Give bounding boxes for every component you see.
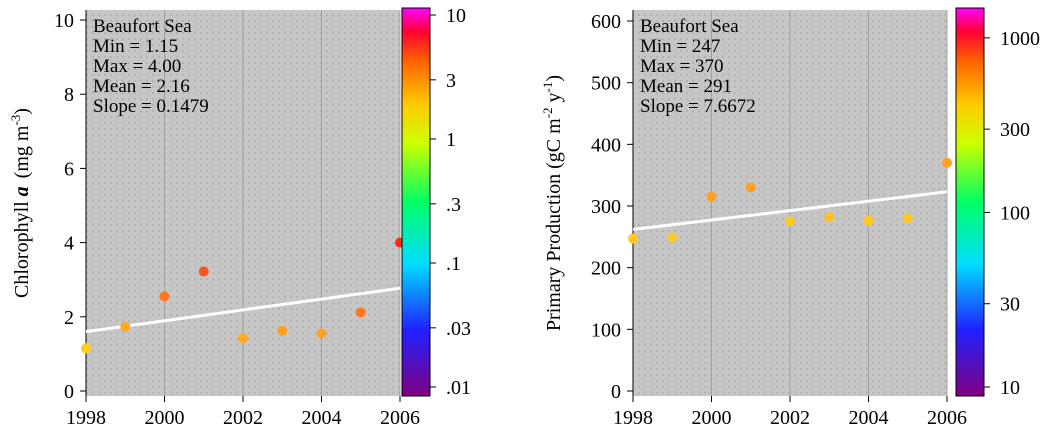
y-tick-label: 200 bbox=[591, 258, 621, 280]
primary-production-chart: 0 100 200 300 400 500 600 1998 2000 2002 2004 2006… bbox=[540, 8, 1040, 429]
y-axis-label-2: Primary Production (gC m-2 y-1) bbox=[540, 75, 565, 331]
data-point bbox=[120, 322, 130, 332]
stat-min-1: Min = 1.15 bbox=[93, 36, 178, 57]
data-point bbox=[707, 192, 717, 202]
data-point bbox=[199, 267, 209, 277]
data-point bbox=[903, 213, 913, 223]
colorbar-tick-label: 10 bbox=[1000, 377, 1020, 399]
x-tick-label: 2004 bbox=[849, 407, 889, 429]
colorbar-tick-label: 300 bbox=[1000, 119, 1030, 141]
colorbar-ticks-1: 10 3 1 .3 .1 .03 .01 bbox=[430, 5, 471, 399]
data-point bbox=[277, 326, 287, 336]
x-tick-label: 2000 bbox=[145, 407, 185, 429]
stat-mean-1: Mean = 2.16 bbox=[93, 76, 190, 97]
data-point bbox=[160, 291, 170, 301]
data-point bbox=[317, 328, 327, 338]
colorbar-tick-label: 1000 bbox=[1000, 28, 1040, 50]
colorbar-tick-label: .3 bbox=[446, 194, 461, 216]
data-point bbox=[81, 343, 91, 353]
region-label-2: Beaufort Sea bbox=[640, 16, 739, 37]
y-tick-label: 8 bbox=[64, 84, 74, 106]
x-ticks-1: 1998 2000 2002 2004 2006 bbox=[66, 396, 420, 429]
data-point bbox=[628, 234, 638, 244]
colorbar-ticks-2: 1000 300 100 30 10 bbox=[984, 28, 1040, 399]
colorbar-tick-label: .1 bbox=[446, 253, 461, 275]
colorbar-tick-label: 3 bbox=[446, 70, 456, 92]
colorbar-tick-label: 100 bbox=[1000, 202, 1030, 224]
colorbar-tick-label: 10 bbox=[446, 5, 466, 27]
x-tick-label: 2000 bbox=[692, 407, 732, 429]
y-ticks-1: 0 2 4 6 8 10 bbox=[54, 10, 86, 403]
data-point bbox=[864, 216, 874, 226]
y-ticks-2: 0 100 200 300 400 500 600 bbox=[591, 11, 633, 403]
y-tick-label: 600 bbox=[591, 11, 621, 33]
stat-max-2: Max = 370 bbox=[640, 56, 724, 77]
data-point bbox=[746, 183, 756, 193]
y-tick-label: 2 bbox=[64, 307, 74, 329]
data-point bbox=[238, 333, 248, 343]
x-tick-label: 2006 bbox=[927, 407, 967, 429]
x-tick-label: 1998 bbox=[613, 407, 653, 429]
y-tick-label: 0 bbox=[611, 381, 621, 403]
x-tick-label: 2002 bbox=[770, 407, 810, 429]
y-axis-label-1: Chlorophyll a(mg m-3) bbox=[8, 108, 33, 298]
stat-mean-2: Mean = 291 bbox=[640, 76, 732, 97]
colorbar-tick-label: .03 bbox=[446, 318, 471, 340]
x-tick-label: 2004 bbox=[302, 407, 342, 429]
data-point bbox=[824, 212, 834, 222]
y-tick-label: 300 bbox=[591, 196, 621, 218]
region-label-1: Beaufort Sea bbox=[93, 16, 192, 37]
x-tick-label: 1998 bbox=[66, 407, 106, 429]
y-tick-label: 6 bbox=[64, 158, 74, 180]
colorbar-1 bbox=[402, 8, 430, 396]
stat-max-1: Max = 4.00 bbox=[93, 56, 181, 77]
data-point bbox=[667, 232, 677, 242]
y-tick-label: 100 bbox=[591, 319, 621, 341]
colorbar-tick-label: .01 bbox=[446, 377, 471, 399]
chlorophyll-chart: 0 2 4 6 8 10 1998 2000 2002 2004 2006 Beaufort Se… bbox=[8, 5, 471, 429]
x-ticks-2: 1998 2000 2002 2004 2006 bbox=[613, 396, 967, 429]
stat-slope-1: Slope = 0.1479 bbox=[93, 96, 209, 117]
data-point bbox=[942, 158, 952, 168]
stat-slope-2: Slope = 7.6672 bbox=[640, 96, 756, 117]
y-tick-label: 500 bbox=[591, 73, 621, 95]
stat-min-2: Min = 247 bbox=[640, 36, 720, 57]
y-tick-label: 0 bbox=[64, 381, 74, 403]
colorbar-tick-label: 30 bbox=[1000, 294, 1020, 316]
x-tick-label: 2006 bbox=[380, 407, 420, 429]
y-tick-label: 400 bbox=[591, 134, 621, 156]
x-tick-label: 2002 bbox=[223, 407, 263, 429]
data-point bbox=[356, 307, 366, 317]
colorbar-2 bbox=[956, 8, 984, 396]
colorbar-tick-label: 1 bbox=[446, 129, 456, 151]
data-point bbox=[785, 216, 795, 226]
y-tick-label: 4 bbox=[64, 233, 74, 255]
y-tick-label: 10 bbox=[54, 10, 74, 32]
